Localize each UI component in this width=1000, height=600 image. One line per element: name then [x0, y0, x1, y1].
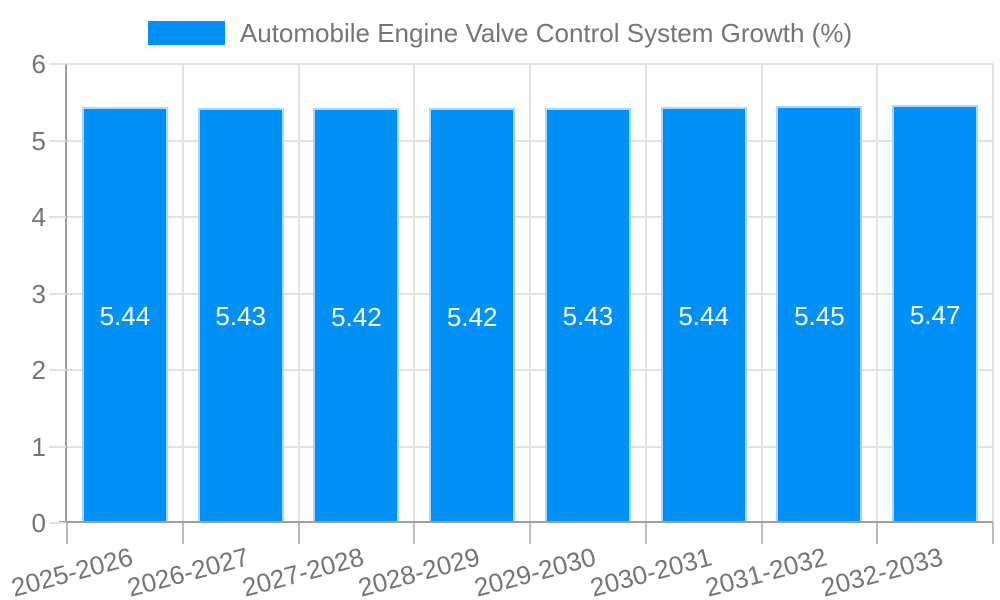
y-axis-line	[65, 64, 67, 523]
bar-value-label: 5.42	[331, 301, 382, 332]
bar[interactable]: 5.43	[544, 107, 631, 523]
bar[interactable]: 5.44	[81, 106, 168, 523]
legend-item[interactable]: Automobile Engine Valve Control System G…	[0, 19, 1000, 47]
v-gridline	[992, 64, 994, 523]
bar-value-label: 5.45	[794, 300, 845, 331]
bar[interactable]: 5.42	[313, 108, 400, 523]
y-tick	[49, 292, 66, 295]
v-gridline	[297, 64, 300, 523]
x-tick	[876, 523, 879, 544]
y-tick	[49, 63, 66, 65]
y-axis-tick-label: 2	[31, 355, 46, 385]
y-axis-tick-label: 1	[31, 431, 46, 462]
bar-value-label: 5.43	[562, 301, 614, 332]
bar[interactable]: 5.45	[776, 106, 863, 523]
v-gridline	[644, 64, 647, 523]
bar-value-label: 5.43	[215, 301, 266, 332]
y-tick	[49, 369, 66, 371]
bar[interactable]: 5.42	[429, 108, 516, 523]
y-axis-tick-label: 5	[31, 125, 46, 156]
v-gridline	[529, 64, 531, 523]
legend-swatch-icon	[147, 21, 225, 45]
x-tick	[297, 523, 300, 544]
legend-label: Automobile Engine Valve Control System G…	[239, 18, 853, 48]
bar-value-label: 5.44	[678, 300, 729, 331]
bar-value-label: 5.42	[446, 301, 498, 332]
x-tick	[529, 523, 531, 544]
v-gridline	[760, 64, 763, 523]
x-tick	[413, 523, 416, 544]
x-tick	[644, 523, 647, 544]
v-gridline	[413, 64, 416, 523]
y-axis-tick-label: 6	[31, 49, 46, 79]
bar-value-label: 5.47	[909, 299, 961, 330]
y-axis-tick-label: 4	[31, 202, 46, 232]
bar[interactable]: 5.47	[892, 104, 979, 523]
v-gridline	[181, 64, 184, 523]
bar-value-label: 5.44	[99, 300, 151, 331]
x-tick	[992, 523, 994, 544]
x-tick	[66, 523, 68, 544]
x-tick	[181, 523, 184, 544]
x-tick	[760, 523, 763, 544]
y-tick	[49, 216, 66, 218]
y-tick	[49, 139, 66, 142]
v-gridline	[876, 64, 879, 523]
y-axis-tick-label: 3	[31, 278, 46, 309]
plot-area: 5.44 5.43 5.42 5.42 5.43 5.44 5.45 5.47	[67, 63, 994, 523]
y-tick	[49, 445, 66, 448]
y-tick	[49, 522, 66, 524]
bar[interactable]: 5.43	[197, 107, 284, 523]
y-axis-tick-label: 0	[31, 508, 46, 538]
bar[interactable]: 5.44	[660, 106, 747, 523]
x-axis-line	[59, 521, 993, 523]
